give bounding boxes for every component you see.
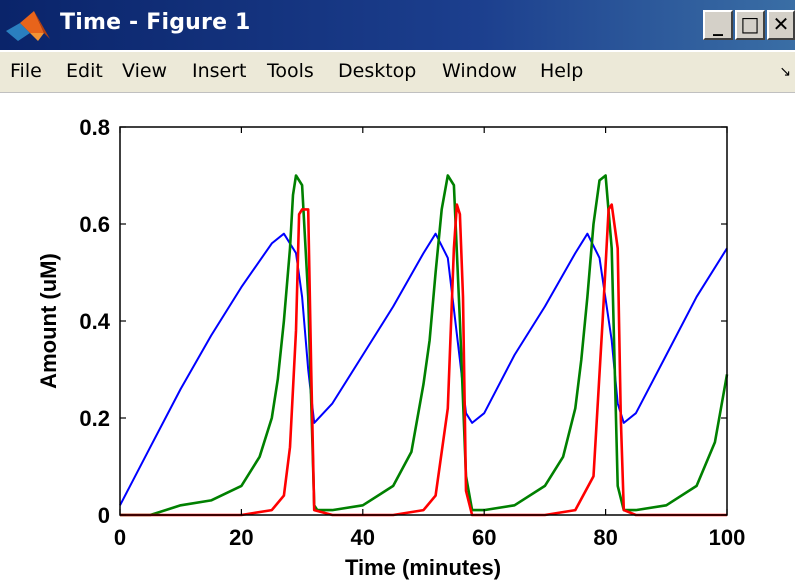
y-axis-label: Amount (uM): [36, 253, 61, 389]
x-axis-label: Time (minutes): [345, 555, 501, 580]
y-tick-label: 0.2: [79, 406, 110, 431]
plot-area: [120, 127, 727, 515]
x-tick-label: 40: [351, 525, 375, 550]
x-tick-label: 20: [229, 525, 253, 550]
axes-box: [119, 126, 728, 516]
title-bar[interactable]: Time - Figure 1 _ □ ✕: [0, 0, 795, 50]
minimize-button[interactable]: _: [703, 10, 733, 40]
menu-tools[interactable]: Tools: [267, 60, 314, 82]
menu-desktop[interactable]: Desktop: [338, 60, 417, 82]
menu-window[interactable]: Window: [442, 60, 517, 82]
x-tick-label: 100: [709, 525, 746, 550]
series-green-line: [120, 174, 729, 517]
menu-help[interactable]: Help: [540, 60, 584, 82]
y-tick-label: 0.4: [79, 309, 110, 334]
menu-insert[interactable]: Insert: [192, 60, 247, 82]
dock-arrow-icon[interactable]: ↘: [779, 64, 791, 80]
x-tick-label: 60: [472, 525, 496, 550]
menu-bar: File Edit View Insert Tools Desktop Wind…: [0, 52, 795, 93]
matlab-logo-icon: [6, 11, 50, 41]
y-tick-label: 0.6: [79, 212, 110, 237]
x-tick-label: 80: [593, 525, 617, 550]
line-chart: 0 20 40 60 80 100 0 0.2 0.4 0.6 0.8 Time (minutes)…: [36, 115, 746, 580]
y-tick-label: 0.8: [79, 115, 110, 140]
y-tick-label: 0: [98, 503, 110, 528]
menu-file[interactable]: File: [10, 60, 42, 82]
close-button[interactable]: ✕: [767, 10, 795, 40]
menu-edit[interactable]: Edit: [66, 60, 103, 82]
maximize-button[interactable]: □: [735, 10, 765, 40]
figure-canvas: 0 20 40 60 80 100 0 0.2 0.4 0.6 0.8 Time (minutes)…: [0, 93, 795, 583]
series-red-line: [120, 203, 727, 517]
window-title: Time - Figure 1: [60, 10, 251, 35]
menu-view[interactable]: View: [122, 60, 168, 82]
x-tick-label: 0: [114, 525, 126, 550]
